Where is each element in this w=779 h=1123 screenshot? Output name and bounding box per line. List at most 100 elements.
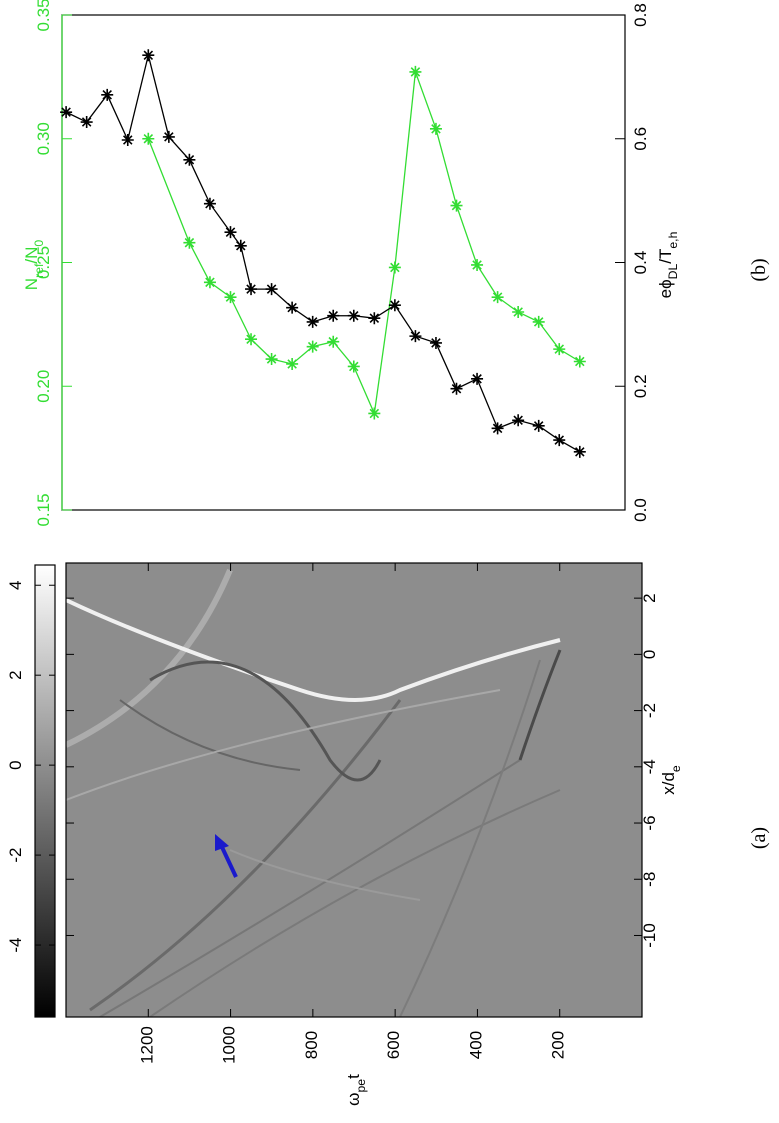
data-point (450, 382, 463, 395)
data-point (388, 261, 401, 274)
colorbar-tick-label: 4 (6, 581, 25, 590)
heatmap-feature (518, 649, 562, 761)
y-tick-label: 0.20 (34, 370, 53, 403)
data-point (532, 419, 545, 432)
data-point (471, 258, 484, 271)
colorbar-tick-label: 0 (6, 760, 25, 769)
y-tick-label: -4 (640, 759, 659, 774)
colorbar-tick-label: -4 (6, 937, 25, 952)
series-line (65, 55, 581, 453)
y-tick-label: -10 (640, 923, 659, 948)
heatmap-feature (149, 660, 382, 782)
x-axis-label: ωpet (344, 1074, 368, 1106)
plot-frame (61, 14, 626, 511)
y2-tick-label: 0.4 (631, 251, 650, 275)
data-point (491, 291, 504, 304)
data-point (532, 315, 545, 328)
heatmap-feature (66, 598, 561, 702)
data-point (388, 299, 401, 312)
heatmap-feature (399, 659, 541, 1017)
data-point (224, 226, 237, 239)
colorbar (34, 564, 56, 1018)
y2-tick-label: 0.8 (631, 3, 650, 27)
data-point (60, 106, 73, 119)
y2-axis-label: eϕDL/Te,h (656, 231, 680, 298)
data-point (491, 422, 504, 435)
y-tick-label: -8 (640, 872, 659, 887)
data-point (245, 283, 258, 296)
data-point (80, 116, 93, 129)
heatmap-background (66, 563, 642, 1017)
data-point (471, 372, 484, 385)
data-point (203, 197, 216, 210)
data-point (573, 355, 586, 368)
data-point (368, 312, 381, 325)
data-point (409, 65, 422, 78)
panel-label: (a) (748, 827, 770, 849)
data-point (306, 340, 319, 353)
arrow-head (215, 834, 229, 851)
heatmap-feature (119, 699, 301, 771)
y-tick-label: 0.30 (34, 122, 53, 155)
data-point (347, 309, 360, 322)
data-point (409, 330, 422, 343)
data-point (429, 336, 442, 349)
data-point (450, 199, 463, 212)
heatmap-feature (99, 759, 521, 1017)
data-point (265, 353, 278, 366)
data-point (162, 130, 175, 143)
data-point (101, 88, 114, 101)
data-point (327, 335, 340, 348)
heatmap-image (66, 563, 642, 1017)
y-tick-label: 0.15 (34, 493, 53, 526)
data-point (286, 357, 299, 370)
arrow-shaft (219, 844, 238, 878)
x-tick-label: 600 (385, 1031, 404, 1059)
data-point (183, 153, 196, 166)
data-point (234, 239, 247, 252)
colorbar-tick-label: 2 (6, 670, 25, 679)
data-point (142, 132, 155, 145)
data-point (121, 133, 134, 146)
data-point (203, 276, 216, 289)
data-point (286, 301, 299, 314)
data-point (347, 360, 360, 373)
colorbar-tick-label: -2 (6, 848, 25, 863)
heatmap-feature (149, 789, 561, 1017)
y-axis-label: x/de (659, 765, 683, 795)
data-point (553, 434, 566, 447)
data-point (429, 122, 442, 135)
panel-label: (b) (748, 258, 770, 281)
data-point (553, 343, 566, 356)
y-tick-label: 2 (640, 593, 659, 602)
y-axis-label: Nref/N0 (22, 240, 46, 291)
heatmap-feature (229, 849, 421, 901)
series-line (147, 71, 581, 416)
x-tick-label: 200 (549, 1031, 568, 1059)
y2-tick-label: 0.0 (631, 498, 650, 522)
data-point (573, 445, 586, 458)
x-tick-label: 1000 (220, 1026, 239, 1064)
data-point (327, 309, 340, 322)
y-tick-label: 0 (640, 650, 659, 659)
plot-frame (65, 562, 643, 1018)
heatmap-feature (89, 699, 402, 1012)
y2-tick-label: 0.6 (631, 127, 650, 151)
x-tick-label: 800 (302, 1031, 321, 1059)
data-point (265, 283, 278, 296)
data-point (224, 291, 237, 304)
y-tick-label: 0.25 (34, 246, 53, 279)
data-point (142, 49, 155, 62)
y-tick-label: 0.35 (34, 0, 53, 32)
y-tick-label: -2 (640, 703, 659, 718)
data-point (512, 414, 525, 427)
y2-tick-label: 0.2 (631, 374, 650, 398)
data-point (512, 306, 525, 318)
y-tick-label: -6 (640, 815, 659, 830)
x-tick-label: 1200 (138, 1026, 157, 1064)
data-point (306, 315, 319, 328)
heatmap-feature (66, 689, 501, 801)
data-point (368, 407, 381, 420)
